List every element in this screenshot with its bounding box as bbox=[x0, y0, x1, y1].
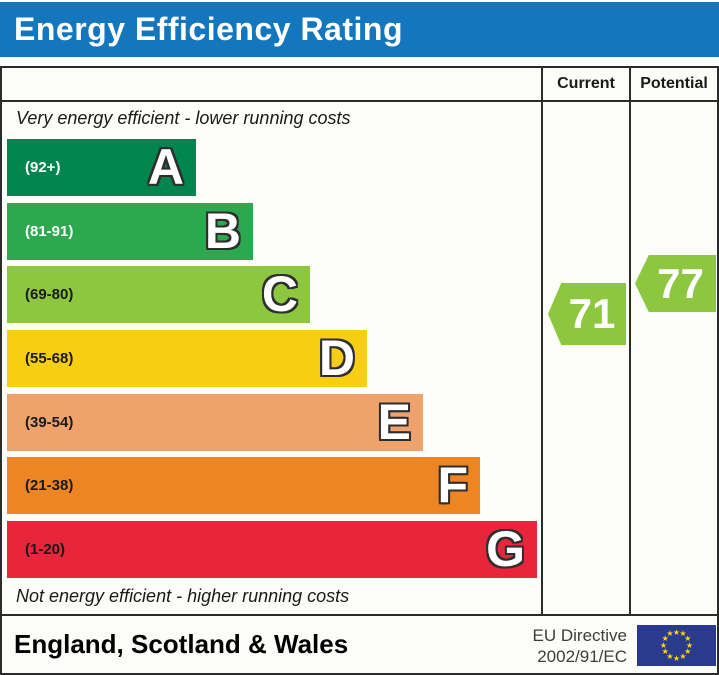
band-range-label: (81-91) bbox=[25, 223, 74, 240]
eu-flag-star-icon: ★ bbox=[684, 634, 692, 643]
band-letter: G bbox=[486, 521, 525, 577]
eu-directive-line1: EU Directive bbox=[532, 626, 627, 645]
eu-flag-star-icon: ★ bbox=[679, 629, 687, 639]
band-D: (55-68) D bbox=[7, 330, 367, 387]
potential-rating-arrow: 77 bbox=[635, 255, 716, 312]
eu-directive-line2: 2002/91/EC bbox=[537, 647, 627, 666]
not-efficient-caption: Not energy efficient - higher running co… bbox=[16, 586, 350, 606]
eu-flag-star-icon: ★ bbox=[684, 647, 692, 656]
band-range-label: (21-38) bbox=[25, 477, 74, 494]
header-row-divider bbox=[2, 100, 717, 102]
potential-column-header: Potential bbox=[640, 75, 708, 92]
eu-directive-label: EU Directive 2002/91/EC bbox=[447, 625, 627, 667]
eu-flag-star-icon: ★ bbox=[685, 640, 694, 650]
band-F: (21-38) F bbox=[7, 457, 480, 514]
band-range-label: (1-20) bbox=[25, 541, 66, 558]
band-letter: E bbox=[377, 394, 411, 450]
eu-flag-star-icon: ★ bbox=[672, 627, 681, 637]
eu-flag-star-icon: ★ bbox=[679, 651, 687, 661]
eu-flag-star-icon: ★ bbox=[666, 651, 674, 661]
band-A: (92+) A bbox=[7, 139, 196, 196]
band-letter: D bbox=[318, 330, 355, 386]
band-letter: C bbox=[261, 266, 298, 322]
current-column-header: Current bbox=[557, 75, 615, 92]
very-efficient-caption: Very energy efficient - lower running co… bbox=[16, 108, 351, 128]
eu-flag-star-icon: ★ bbox=[661, 634, 669, 643]
band-E: (39-54) E bbox=[7, 394, 423, 451]
potential-rating-value: 77 bbox=[657, 259, 704, 307]
band-range-label: (39-54) bbox=[25, 414, 74, 431]
band-letter: A bbox=[147, 139, 184, 195]
band-range-label: (92+) bbox=[25, 159, 61, 176]
eu-flag-icon: ★ ★ ★ ★ ★ ★ ★ ★ ★ ★ ★ ★ bbox=[637, 625, 716, 666]
eu-flag-star-icon: ★ bbox=[666, 629, 674, 639]
band-G: (1-20) G bbox=[7, 521, 537, 578]
current-rating-arrow: 71 bbox=[548, 283, 626, 345]
column-divider-current bbox=[541, 68, 543, 614]
eu-flag-star-icon: ★ bbox=[661, 647, 669, 656]
eu-flag-star-icon: ★ bbox=[672, 653, 681, 663]
band-B: (81-91) B bbox=[7, 203, 253, 260]
footer-row-divider bbox=[2, 614, 717, 616]
band-range-label: (69-80) bbox=[25, 286, 74, 303]
eu-flag-star-icon: ★ bbox=[659, 640, 668, 650]
band-letter: B bbox=[204, 203, 241, 259]
page-title: Energy Efficiency Rating bbox=[14, 11, 403, 47]
band-letter: F bbox=[437, 457, 468, 513]
region-label: England, Scotland & Wales bbox=[14, 629, 349, 659]
band-range-label: (55-68) bbox=[25, 350, 74, 367]
column-divider-potential bbox=[629, 68, 631, 614]
current-rating-value: 71 bbox=[568, 290, 616, 337]
band-C: (69-80) C bbox=[7, 266, 310, 323]
title-bar: Energy Efficiency Rating bbox=[0, 2, 719, 57]
